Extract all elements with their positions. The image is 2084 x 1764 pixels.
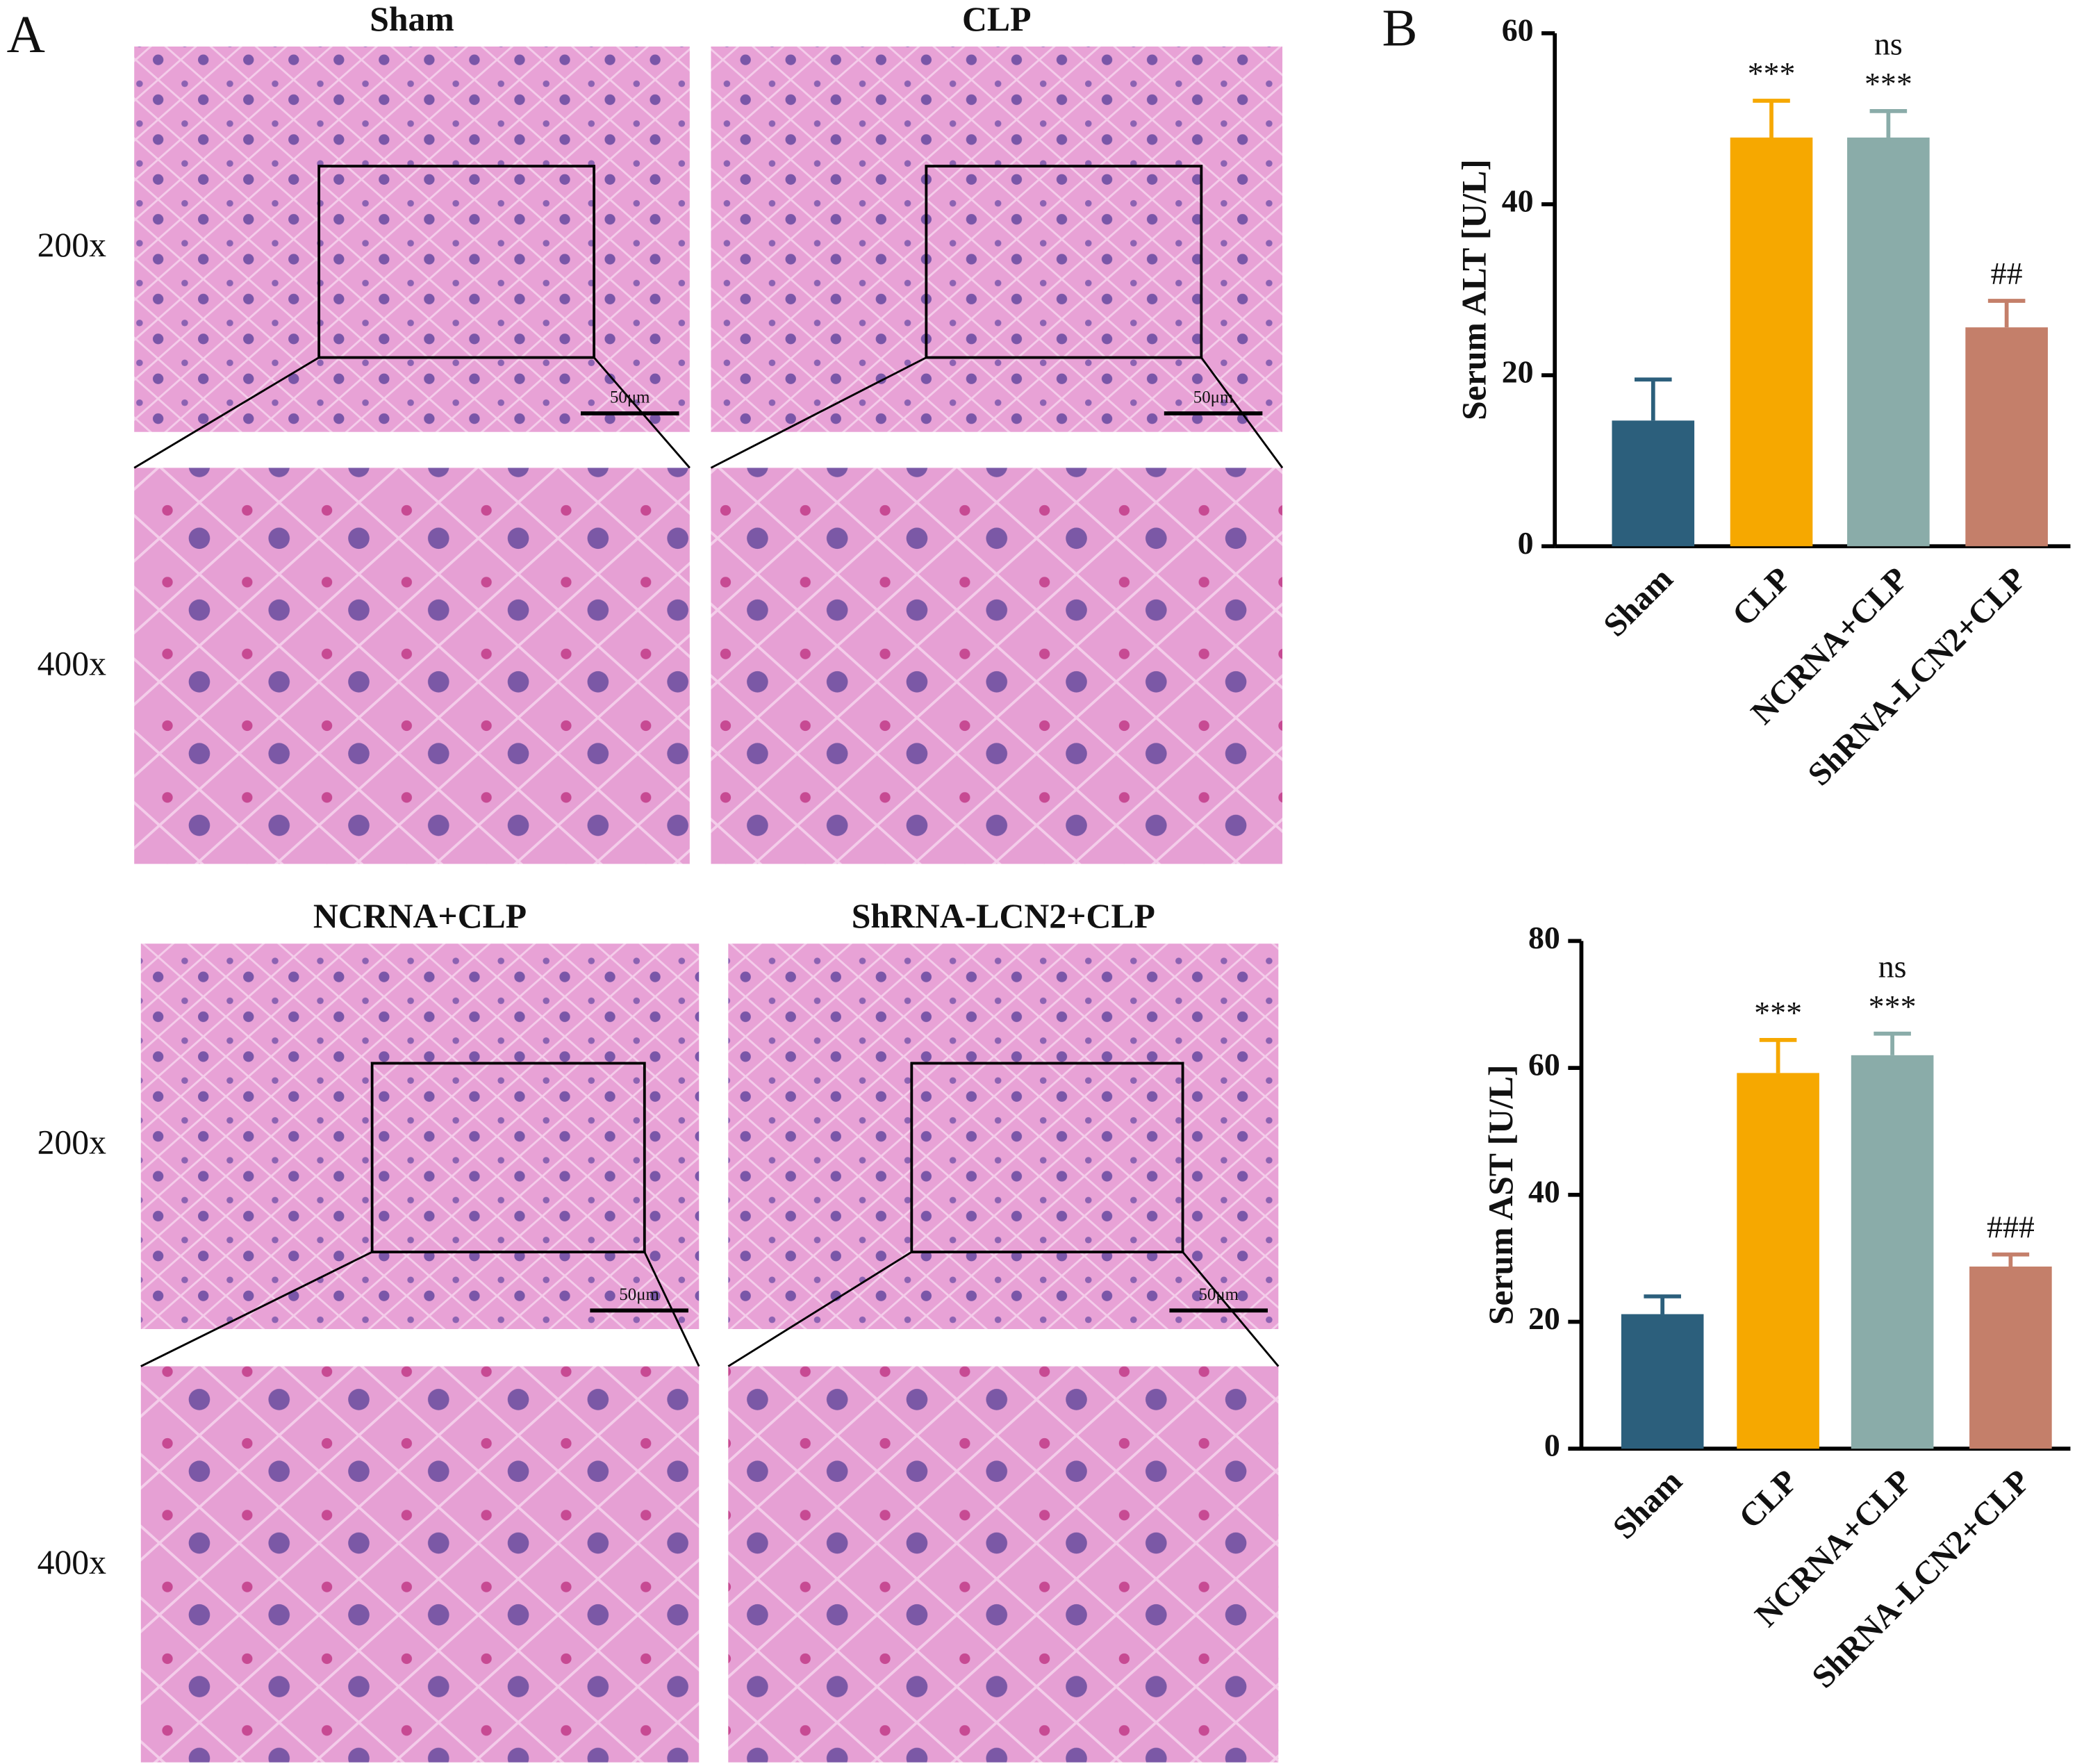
- micrograph-400x: [140, 1366, 700, 1763]
- y-tick-label: 60: [1502, 12, 1534, 47]
- group-title: CLP: [962, 0, 1031, 38]
- bar: [1730, 137, 1813, 547]
- scale-bar-label: 50μm: [1193, 388, 1234, 407]
- zoom-box: [925, 165, 1203, 359]
- magnification: 400x: [38, 1543, 107, 1581]
- y-tick-label: 20: [1502, 354, 1534, 390]
- panel-label: B: [1382, 0, 1418, 57]
- x-tick-label: ShRNA-LCN2+CLP: [1805, 1462, 2037, 1695]
- significance-label: ###: [1987, 1210, 2035, 1245]
- significance-label: ***: [1754, 995, 1802, 1030]
- micrograph-400x: [134, 468, 690, 864]
- zoom-line: [140, 1251, 373, 1367]
- micrograph-200x: [140, 943, 700, 1330]
- magnification: 400x: [38, 645, 107, 683]
- bar: [1969, 1267, 2052, 1449]
- micrograph-200x: [134, 46, 690, 432]
- x-tick-label: CLP: [1725, 560, 1798, 633]
- x-tick-label: CLP: [1732, 1462, 1805, 1535]
- bar: [1612, 420, 1695, 547]
- micrograph-200x: [711, 46, 1283, 432]
- group-title: Sham: [370, 0, 454, 38]
- scale-bar-label: 50μm: [610, 388, 650, 407]
- magnification: 200x: [38, 226, 107, 264]
- significance-label: ***: [1869, 989, 1917, 1024]
- bar: [1847, 137, 1930, 547]
- zoom-line: [710, 356, 927, 469]
- significance-label: ns: [1878, 948, 1907, 984]
- y-tick-label: 0: [1544, 1428, 1560, 1463]
- magnification: 200x: [38, 1123, 107, 1161]
- bar: [1621, 1314, 1704, 1449]
- significance-label: ##: [1991, 256, 2023, 291]
- zoom-box: [910, 1062, 1184, 1253]
- significance-label: ns: [1874, 26, 1903, 62]
- panel-label: A: [7, 5, 45, 64]
- y-tick-label: 40: [1502, 183, 1534, 218]
- bar: [1851, 1055, 1934, 1449]
- micrograph-400x: [711, 468, 1283, 864]
- bar: [1965, 327, 2048, 547]
- zoom-line: [727, 1251, 913, 1367]
- group-title: ShRNA-LCN2+CLP: [852, 897, 1155, 935]
- zoom-box: [370, 1062, 646, 1253]
- y-tick-label: 80: [1528, 920, 1560, 955]
- significance-label: ***: [1864, 66, 1912, 101]
- group-title: NCRNA+CLP: [313, 897, 527, 935]
- significance-label: ***: [1748, 56, 1796, 91]
- x-tick-label: Sham: [1606, 1462, 1689, 1546]
- y-tick-label: 40: [1528, 1173, 1560, 1209]
- scale-bar-label: 50μm: [619, 1285, 659, 1304]
- y-axis-label: Serum AST [U/L]: [1482, 1064, 1520, 1325]
- bar: [1737, 1073, 1819, 1449]
- x-tick-label: Sham: [1596, 560, 1680, 643]
- y-tick-label: 60: [1528, 1047, 1560, 1082]
- y-axis-label: Serum ALT [U/L]: [1455, 159, 1494, 420]
- scale-bar-label: 50μm: [1198, 1285, 1239, 1304]
- y-tick-label: 20: [1528, 1301, 1560, 1336]
- zoom-line: [133, 356, 320, 469]
- micrograph-200x: [728, 943, 1279, 1330]
- zoom-box: [317, 165, 596, 359]
- x-tick-label: ShRNA-LCN2+CLP: [1801, 560, 2033, 793]
- micrograph-400x: [728, 1366, 1279, 1763]
- y-tick-label: 0: [1518, 525, 1534, 561]
